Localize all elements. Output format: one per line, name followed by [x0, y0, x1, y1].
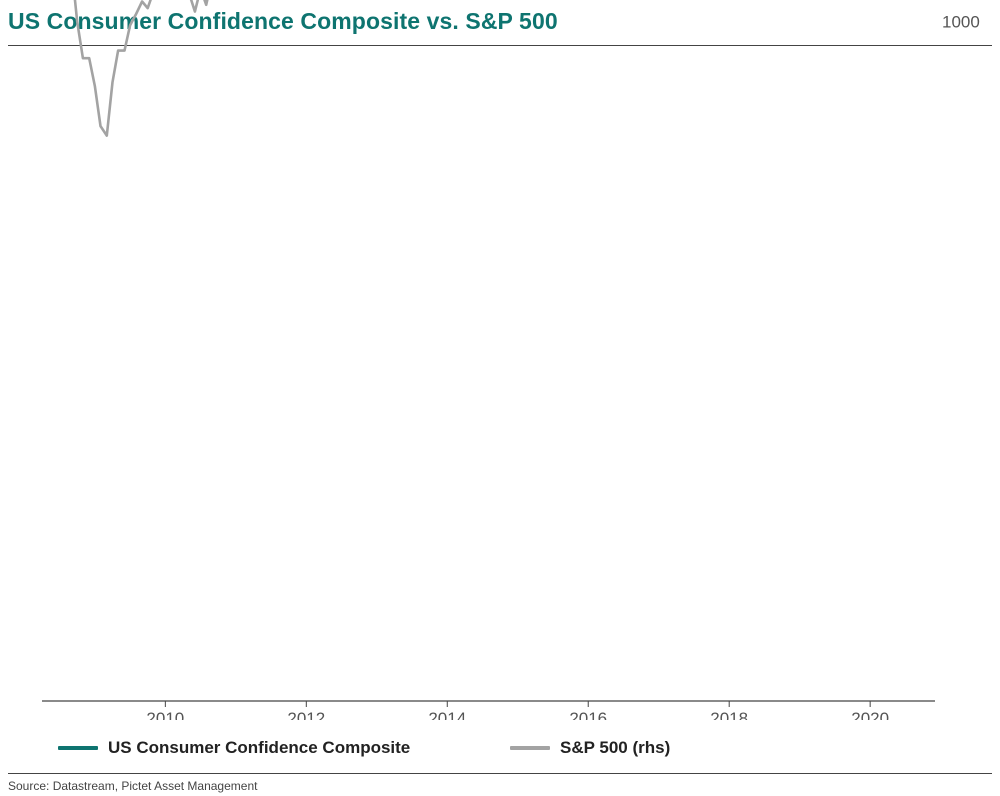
chart-plot: 30405060708090 100015002000250030003500 …	[42, 0, 980, 720]
legend-item-confidence: US Consumer Confidence Composite	[58, 736, 410, 760]
x-tick-label: 2020	[851, 709, 889, 720]
chart-title: US Consumer Confidence Composite vs. S&P…	[8, 8, 558, 34]
x-tick-label: 2014	[428, 709, 466, 720]
y-right-tick-label: 1000	[942, 13, 980, 32]
legend-item-sp500: S&P 500 (rhs)	[510, 736, 670, 760]
y-right-tick-labels: 100015002000250030003500	[942, 13, 980, 32]
series-line-sp500	[73, 0, 209, 137]
x-tick-labels: 2010 2012 2014 2016 2018 2020	[146, 701, 889, 720]
source-divider	[8, 773, 992, 774]
title-divider	[8, 45, 992, 46]
x-tick-label: 2018	[710, 709, 748, 720]
x-tick-label: 2010	[146, 709, 184, 720]
x-tick-label: 2016	[569, 709, 607, 720]
legend-swatch-sp500	[510, 746, 550, 750]
series-lines	[73, 0, 209, 137]
legend-label-confidence: US Consumer Confidence Composite	[108, 738, 411, 757]
source-note: Source: Datastream, Pictet Asset Managem…	[8, 779, 258, 793]
x-tick-label: 2012	[287, 709, 325, 720]
legend-label-sp500: S&P 500 (rhs)	[560, 738, 671, 757]
legend-swatch-confidence	[58, 746, 98, 750]
